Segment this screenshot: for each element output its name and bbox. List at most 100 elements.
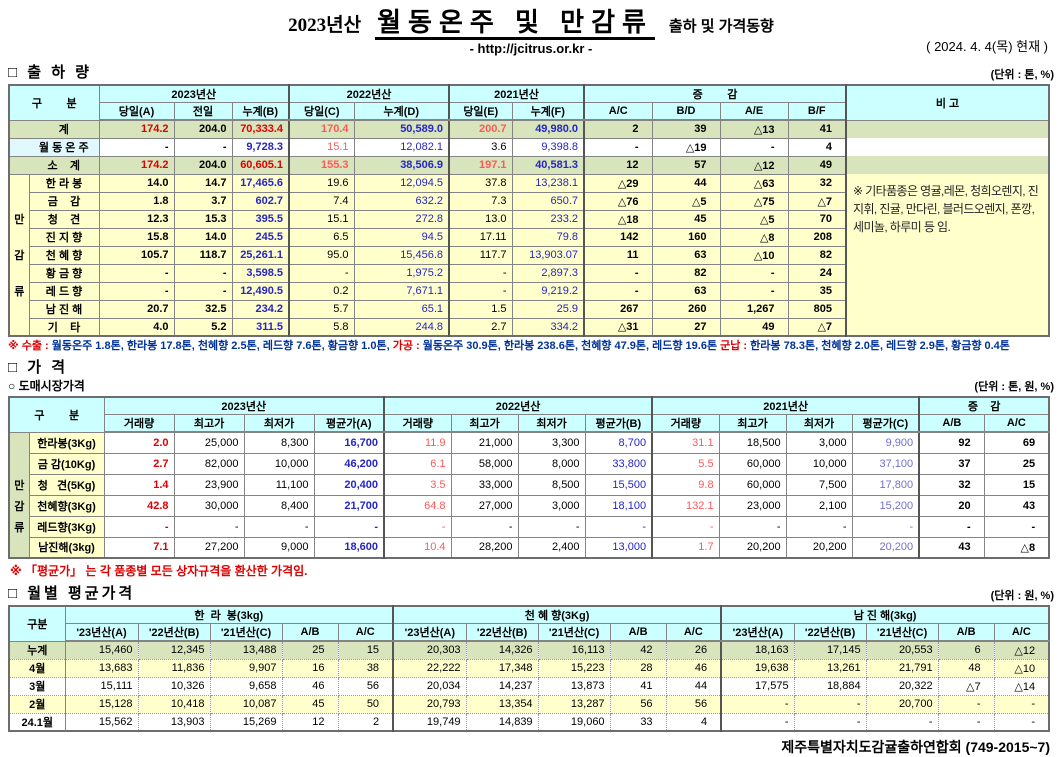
col-header-y21: '21년산(C) bbox=[865, 623, 939, 643]
cell-high-22: 58,000 bbox=[450, 452, 519, 475]
col-header-ab: A/B bbox=[918, 414, 985, 434]
cell-high-23: 30,000 bbox=[173, 494, 245, 517]
cell-bf: △7 bbox=[787, 317, 847, 337]
shipment-section-head: □ 출 하 량 (단위 : 톤, %) bbox=[8, 61, 1054, 82]
col-header-low: 최저가 bbox=[785, 414, 853, 434]
cell-bf: 24 bbox=[787, 263, 847, 283]
category-strip-cell bbox=[8, 300, 30, 318]
cell-h-y23: 15,562 bbox=[64, 712, 139, 732]
cell-avgC: - bbox=[851, 515, 920, 538]
price-table-body: 한라봉(3Kg) 2.0 25,000 8,300 16,700 11.9 21… bbox=[8, 431, 1050, 559]
cell-dayE: 1.5 bbox=[448, 299, 513, 319]
cell-ab: 37 bbox=[918, 452, 985, 475]
footnote-segment: 한라봉 78.3톤, 천혜향 2.0톤, 레드향 2.9톤, 황금향 0.4톤 bbox=[750, 340, 1010, 352]
cell-n-y22: - bbox=[793, 694, 867, 714]
cell-avgA: - bbox=[313, 515, 385, 538]
cell-volume-22: - bbox=[383, 515, 452, 538]
remark-note: ※ 기타품종은 영귤,레몬, 청희오렌지, 진지휘, 진귤, 만다린, 블러드오… bbox=[853, 184, 1039, 234]
cell-c-ac: 26 bbox=[665, 640, 722, 660]
cell-h-y23: 15,111 bbox=[64, 676, 139, 696]
cell-cumF: 650.7 bbox=[511, 191, 585, 211]
cell-c-y22: 14,237 bbox=[465, 676, 539, 696]
row-label: 청 견 bbox=[28, 209, 100, 229]
cell-h-ac: 38 bbox=[337, 658, 394, 678]
cell-cumB: 602.7 bbox=[231, 191, 290, 211]
table-row: 월 동 온 주 - - 9,728.3 15.1 12,082.1 3.6 9,… bbox=[8, 137, 1050, 157]
cell-high-23: 27,200 bbox=[173, 536, 245, 559]
cell-n-y21: - bbox=[865, 712, 939, 732]
cell-h-ab: 46 bbox=[281, 676, 339, 696]
cell-n-y23: 17,575 bbox=[720, 676, 795, 696]
cell-volume-22: 11.9 bbox=[383, 431, 452, 454]
cell-low-21: 2,100 bbox=[785, 494, 853, 517]
table-row: 누계 15,460 12,345 13,488 25 15 20,303 14,… bbox=[8, 640, 1050, 660]
cell-cumD: 1,975.2 bbox=[353, 263, 450, 283]
cell-h-y21: 9,907 bbox=[209, 658, 283, 678]
cell-low-22: 3,300 bbox=[517, 431, 586, 454]
cell-dayC: 19.6 bbox=[288, 173, 355, 193]
price-section-head: □ 가 격 bbox=[8, 356, 1054, 377]
remark-cell bbox=[845, 120, 1050, 138]
monthly-heading: □ 월별 평균가격 bbox=[8, 585, 136, 603]
col-header-ab: A/B bbox=[281, 623, 339, 643]
title-suffix: 출하 및 가격동향 bbox=[668, 18, 774, 35]
col-header-ac: A/C bbox=[993, 623, 1050, 643]
cell-c-y23: 20,303 bbox=[392, 640, 467, 660]
cell-ae: - bbox=[719, 263, 789, 283]
col-header-volume: 거래량 bbox=[651, 414, 720, 434]
cell-cumF: 13,238.1 bbox=[511, 173, 585, 193]
cell-cumB: 12,490.5 bbox=[231, 281, 290, 301]
col-header-ab: A/B bbox=[937, 623, 995, 643]
cell-volume-21: 132.1 bbox=[651, 494, 720, 517]
cell-n-ac: △12 bbox=[993, 640, 1050, 660]
cell-ae: △10 bbox=[719, 245, 789, 265]
cell-bd: 27 bbox=[651, 317, 721, 337]
category-strip-cell bbox=[8, 318, 30, 337]
cell-dayC: 7.4 bbox=[288, 191, 355, 211]
cell-bf: 4 bbox=[787, 137, 847, 157]
cell-high-23: 25,000 bbox=[173, 431, 245, 454]
col-header-y22: '22년산(B) bbox=[465, 623, 539, 643]
col-header-avgA: 평균가(A) bbox=[313, 414, 385, 434]
remark-cell bbox=[845, 246, 1050, 264]
cell-bd: △5 bbox=[651, 191, 721, 211]
cell-dayC: 5.8 bbox=[288, 317, 355, 337]
cell-n-ab: 48 bbox=[937, 658, 995, 678]
cell-low-23: 8,300 bbox=[243, 431, 315, 454]
cell-avgB: 33,800 bbox=[584, 452, 653, 475]
col-header-y23: '23년산(A) bbox=[720, 623, 795, 643]
col-header-dayA: 당일(A) bbox=[98, 102, 175, 121]
cell-ac: △18 bbox=[583, 209, 653, 229]
cell-n-ac: △14 bbox=[993, 676, 1050, 696]
cell-prev: 14.0 bbox=[173, 227, 233, 247]
row-label: 2월 bbox=[8, 694, 66, 714]
cell-avgB: - bbox=[584, 515, 653, 538]
cell-cumB: 395.5 bbox=[231, 209, 290, 229]
cell-cumB: 245.5 bbox=[231, 227, 290, 247]
cell-ac: △31 bbox=[583, 317, 653, 337]
col-header-y23: '23년산(A) bbox=[64, 623, 139, 643]
cell-prev: - bbox=[173, 137, 233, 157]
cell-ac: - bbox=[983, 515, 1050, 538]
col-header-ae: A/E bbox=[719, 102, 789, 121]
price-note: ※ 「평균가」 는 각 품종별 모든 상자규격을 환산한 가격임. bbox=[10, 564, 308, 579]
price-table: 구 분 2023년산 2022년산 2021년산 증 감 거래량 최고가 최저가… bbox=[8, 396, 1051, 560]
table-row: 남진해(3kg) 7.1 27,200 9,000 18,600 10.4 28… bbox=[8, 536, 1050, 559]
cell-n-y22: 13,261 bbox=[793, 658, 867, 678]
cell-h-ab: 12 bbox=[281, 712, 339, 732]
category-strip-cell bbox=[8, 192, 30, 210]
row-label: 남진해(3kg) bbox=[28, 536, 105, 559]
cell-ab: 92 bbox=[918, 431, 985, 454]
cell-low-22: 8,000 bbox=[517, 452, 586, 475]
cell-high-22: - bbox=[450, 515, 519, 538]
cell-high-22: 21,000 bbox=[450, 431, 519, 454]
cell-cumB: 25,261.1 bbox=[231, 245, 290, 265]
col-header-y22: '22년산(B) bbox=[137, 623, 211, 643]
cell-ac: 15 bbox=[983, 473, 1050, 496]
cell-h-y22: 10,418 bbox=[137, 694, 211, 714]
col-header-2023: 2023년산 bbox=[103, 396, 385, 416]
cell-prev: 32.5 bbox=[173, 299, 233, 319]
table-row: 황 금 향 - - 3,598.5 - 1,975.2 - 2,897.3 - … bbox=[8, 263, 1050, 283]
cell-dayA: - bbox=[98, 263, 175, 283]
category-strip-cell bbox=[8, 537, 30, 559]
